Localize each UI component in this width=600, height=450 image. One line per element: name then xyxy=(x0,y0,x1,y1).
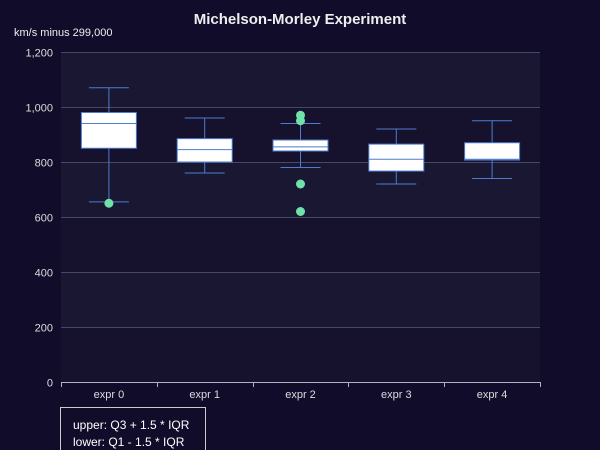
y-tick-label: 0 xyxy=(47,378,53,390)
y-tick-label: 200 xyxy=(35,323,53,335)
x-tick-label: expr 1 xyxy=(189,389,220,401)
y-tick-label: 400 xyxy=(35,268,53,280)
y-axis-ticks: 0 200 400 600 800 1,000 1,200 xyxy=(25,48,53,390)
outlier-point xyxy=(104,198,114,208)
plot-band xyxy=(61,52,540,107)
outlier-point xyxy=(296,207,305,216)
note-line-upper: upper: Q3 + 1.5 * IQR xyxy=(73,418,190,432)
x-tick-label: expr 0 xyxy=(94,389,125,401)
box-expr-0 xyxy=(80,87,137,203)
y-tick-label: 1,000 xyxy=(25,103,53,115)
box-body xyxy=(80,112,137,149)
box-expr-1 xyxy=(176,117,233,174)
y-tick-label: 600 xyxy=(35,213,53,225)
note-box-frame xyxy=(60,407,206,450)
outlier-point xyxy=(296,179,305,189)
outlier-point xyxy=(296,116,305,126)
plot-band xyxy=(61,217,540,272)
outlier-series xyxy=(104,110,305,216)
box-body xyxy=(272,139,329,152)
box-expr-4 xyxy=(464,120,521,179)
plot-band xyxy=(61,327,540,382)
x-tick-label: expr 4 xyxy=(477,389,508,401)
box-series xyxy=(80,87,521,203)
y-tick-label: 800 xyxy=(35,158,53,170)
chart-title: Michelson-Morley Experiment xyxy=(194,11,407,28)
x-axis-ticks: expr 0 expr 1 expr 2 expr 3 expr 4 xyxy=(61,382,541,401)
y-tick-label: 1,200 xyxy=(25,48,53,60)
box-body xyxy=(176,138,233,163)
note-box: upper: Q3 + 1.5 * IQR lower: Q1 - 1.5 * … xyxy=(60,407,206,450)
box-body xyxy=(368,143,425,172)
x-tick-label: expr 2 xyxy=(285,389,316,401)
plot-band xyxy=(61,272,540,327)
box-expr-3 xyxy=(368,128,425,185)
note-line-lower: lower: Q1 - 1.5 * IQR xyxy=(73,435,185,449)
x-tick-label: expr 3 xyxy=(381,389,412,401)
box-body xyxy=(464,142,521,161)
y-axis-label: km/s minus 299,000 xyxy=(14,27,112,39)
